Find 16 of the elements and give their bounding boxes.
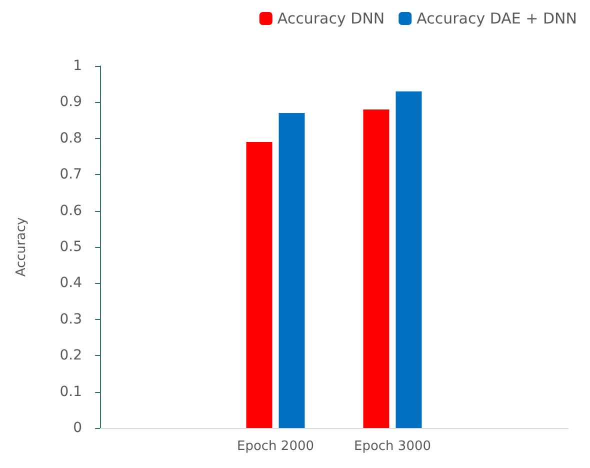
y-tick-label: 0.5 bbox=[60, 239, 82, 255]
y-tick-label: 0.6 bbox=[60, 202, 82, 219]
y-tick-label: 0.3 bbox=[60, 311, 82, 328]
y-axis-title: Accuracy bbox=[14, 217, 29, 277]
y-tick-label: 0.4 bbox=[60, 275, 82, 292]
y-tick-label: 0.1 bbox=[60, 384, 82, 400]
x-tick-label: Epoch 2000 bbox=[236, 439, 314, 454]
y-tick-label: 1 bbox=[73, 58, 82, 74]
y-tick-label: 0 bbox=[73, 420, 82, 436]
y-tick-label: 0.9 bbox=[60, 94, 82, 110]
legend-label: Accuracy DAE + DNN bbox=[416, 10, 578, 28]
y-tick-label: 0.2 bbox=[60, 348, 82, 364]
legend-label: Accuracy DNN bbox=[277, 10, 385, 28]
y-tick-label: 0.8 bbox=[60, 130, 82, 146]
x-tick-label: Epoch 3000 bbox=[354, 439, 432, 454]
y-tick-label: 0.7 bbox=[60, 166, 82, 183]
